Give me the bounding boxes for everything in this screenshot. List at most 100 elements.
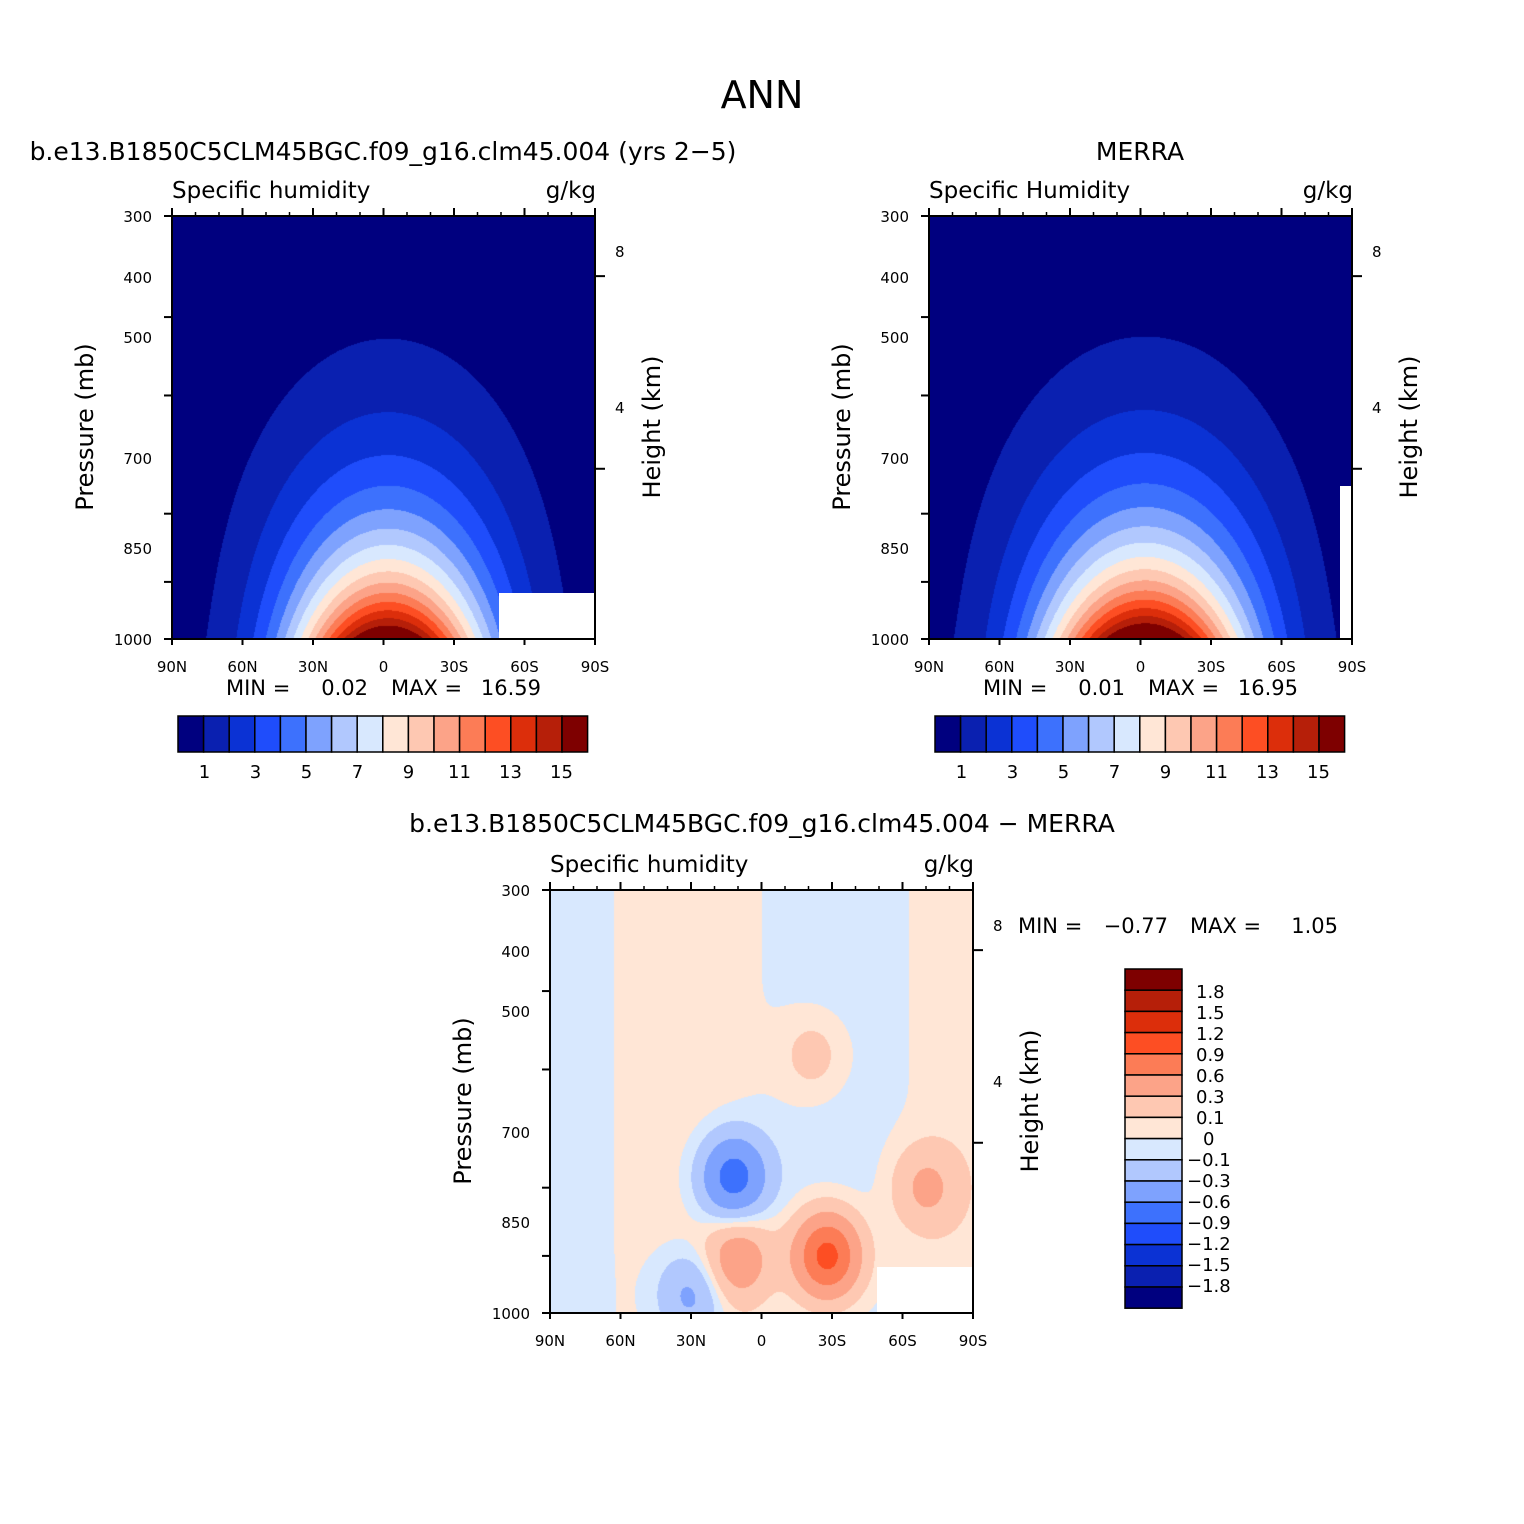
colorbar-label: 11 xyxy=(448,762,471,783)
x-tick-label: 90N xyxy=(157,658,187,676)
colorbar-swatch xyxy=(254,715,282,753)
colorbar-swatch xyxy=(1124,1159,1183,1182)
panel-obs-y2-axis-title: Height (km) xyxy=(1395,356,1423,499)
panel-diff-case-title: b.e13.B1850C5CLM45BGC.f09_g16.clm45.004 … xyxy=(409,809,1115,838)
colorbar-swatch xyxy=(985,715,1013,753)
colorbar-swatch xyxy=(561,715,589,753)
x-tick-label: 60N xyxy=(984,658,1014,676)
colorbar-label: 0.1 xyxy=(1196,1108,1225,1129)
colorbar-swatch xyxy=(433,715,461,753)
colorbar-swatch xyxy=(1124,1010,1183,1034)
colorbar-label: 9 xyxy=(403,762,414,783)
panel-obs-colorbar: 1 3 5 7 9 11 13 15 xyxy=(934,715,1346,783)
colorbar-swatch xyxy=(1292,715,1320,753)
colorbar-swatch xyxy=(1011,715,1039,753)
panel-model-x-ticks: 90N 60N 30N 0 30S 60S 90S xyxy=(157,658,609,676)
y-tick-label: 700 xyxy=(123,450,152,468)
min-label: MIN = xyxy=(1018,914,1082,938)
panel-model-stats: MIN = 0.02 MAX = 16.59 xyxy=(226,676,541,700)
y2-tick-label: 4 xyxy=(993,1073,1003,1091)
colorbar-label: 0.9 xyxy=(1196,1045,1225,1066)
colorbar-swatch xyxy=(1164,715,1192,753)
x-tick-label: 0 xyxy=(757,1332,767,1350)
colorbar-label: 3 xyxy=(250,762,261,783)
max-label: MAX = xyxy=(1190,914,1261,938)
colorbar-swatch xyxy=(1139,715,1167,753)
colorbar-swatch xyxy=(330,715,358,753)
min-value: −0.77 xyxy=(1104,914,1168,938)
colorbar-swatch xyxy=(1241,715,1269,753)
y2-tick-label: 8 xyxy=(993,917,1003,935)
min-label: MIN = xyxy=(226,676,290,700)
x-tick-label: 90N xyxy=(535,1332,565,1350)
panel-obs-case-title: MERRA xyxy=(1096,137,1184,166)
colorbar-swatch xyxy=(1036,715,1064,753)
y-tick-label: 1000 xyxy=(871,631,909,649)
panel-obs-contour-field xyxy=(929,216,1352,639)
y-tick-label: 700 xyxy=(501,1124,530,1142)
x-tick-label: 30N xyxy=(298,658,328,676)
colorbar-label: −0.6 xyxy=(1187,1192,1231,1213)
y-tick-label: 1000 xyxy=(492,1305,530,1323)
panel-obs-missing-data xyxy=(1340,486,1352,639)
colorbar-swatch xyxy=(1124,1201,1183,1225)
colorbar-swatch xyxy=(177,715,205,753)
y-tick-label: 300 xyxy=(880,208,909,226)
min-label: MIN = xyxy=(983,676,1047,700)
colorbar-swatch xyxy=(1124,1265,1183,1288)
figure-title: ANN xyxy=(721,73,804,117)
colorbar-label: −0.9 xyxy=(1187,1213,1231,1234)
y-tick-label: 400 xyxy=(123,269,152,287)
panel-obs-y-ticks: 300 400 500 700 850 1000 8 4 xyxy=(871,208,1382,649)
y-tick-label: 850 xyxy=(123,540,152,558)
colorbar-swatch xyxy=(1190,715,1218,753)
colorbar-label: 1 xyxy=(956,762,967,783)
min-value: 0.01 xyxy=(1078,676,1125,700)
x-tick-label: 60N xyxy=(227,658,257,676)
colorbar-swatch xyxy=(407,715,435,753)
max-label: MAX = xyxy=(391,676,462,700)
panel-model: b.e13.B1850C5CLM45BGC.f09_g16.clm45.004 … xyxy=(30,137,737,783)
max-value: 16.95 xyxy=(1238,676,1298,700)
colorbar-swatch xyxy=(1124,1116,1183,1140)
colorbar-label: 11 xyxy=(1205,762,1228,783)
x-tick-label: 0 xyxy=(379,658,389,676)
colorbar-swatch xyxy=(1124,989,1183,1013)
panel-diff-y2-axis-title: Height (km) xyxy=(1016,1030,1044,1173)
colorbar-swatch xyxy=(934,715,962,753)
panel-diff-y-axis-title: Pressure (mb) xyxy=(449,1017,477,1184)
colorbar-swatch xyxy=(1124,1095,1183,1119)
colorbar-swatch xyxy=(1124,1286,1183,1309)
x-tick-label: 90S xyxy=(581,658,610,676)
colorbar-label: 3 xyxy=(1007,762,1018,783)
colorbar-swatch xyxy=(356,715,384,753)
panel-diff-units: g/kg xyxy=(924,852,974,878)
y-tick-label: 850 xyxy=(501,1214,530,1232)
colorbar-label: 1.5 xyxy=(1196,1003,1225,1024)
panel-model-colorbar: 1 3 5 7 9 11 13 15 xyxy=(177,715,589,783)
colorbar-label: 7 xyxy=(1109,762,1120,783)
y2-tick-label: 4 xyxy=(615,399,625,417)
panel-model-plot-area xyxy=(164,208,605,645)
colorbar-swatch xyxy=(1124,1053,1183,1076)
x-tick-label: 30S xyxy=(1197,658,1226,676)
colorbar-swatch xyxy=(228,715,256,753)
colorbar-label: 5 xyxy=(301,762,312,783)
x-tick-label: 60N xyxy=(605,1332,635,1350)
colorbar-swatch xyxy=(1124,1180,1183,1203)
colorbar-label: 7 xyxy=(352,762,363,783)
colorbar-swatch xyxy=(202,715,230,753)
y-tick-label: 500 xyxy=(501,1003,530,1021)
colorbar-swatch xyxy=(1318,715,1346,753)
x-tick-label: 30S xyxy=(440,658,469,676)
panel-model-variable: Specific humidity xyxy=(172,178,370,204)
panel-obs-variable: Specific Humidity xyxy=(929,178,1130,204)
x-tick-label: 30S xyxy=(818,1332,847,1350)
colorbar-label: 9 xyxy=(1160,762,1171,783)
panel-obs: MERRA Specific Humidity g/kg Pressure (m… xyxy=(828,137,1423,783)
max-value: 16.59 xyxy=(481,676,541,700)
colorbar-swatch xyxy=(959,715,987,753)
panel-model-contour-field xyxy=(172,216,595,639)
panel-obs-plot-area xyxy=(921,208,1362,645)
colorbar-label: −1.5 xyxy=(1187,1255,1231,1276)
